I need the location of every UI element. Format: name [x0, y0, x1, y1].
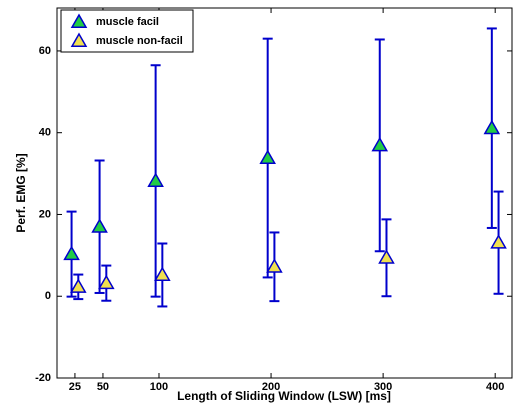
marker: [483, 119, 501, 135]
x-tick-label: 25: [69, 381, 81, 393]
legend-label: muscle non-facil: [96, 35, 183, 47]
y-axis-label: Perf. EMG [%]: [14, 153, 28, 232]
marker: [70, 278, 87, 293]
legend-marker: [70, 32, 88, 47]
marker: [266, 258, 283, 273]
y-tick-label: 20: [39, 208, 51, 220]
x-tick-label: 300: [374, 381, 392, 393]
y-tick-label: 0: [45, 290, 51, 302]
legend-label: muscle facil: [96, 16, 159, 28]
x-axis-label: Length of Sliding Window (LSW) [ms]: [177, 389, 391, 403]
marker: [91, 218, 108, 233]
marker: [63, 245, 80, 261]
x-tick-label: 400: [486, 381, 504, 393]
plot-area: [56, 7, 513, 379]
x-tick-label: 100: [150, 381, 168, 393]
marker: [371, 136, 389, 152]
legend-marker: [70, 13, 88, 28]
marker: [154, 266, 171, 281]
y-tick-label: 60: [39, 45, 51, 57]
y-tick-label: 40: [39, 127, 51, 139]
marker: [98, 274, 115, 290]
marker: [259, 149, 276, 165]
x-tick-label: 200: [262, 381, 280, 393]
marker: [378, 249, 395, 264]
marker: [147, 172, 164, 187]
x-tick-label: 50: [97, 381, 109, 393]
y-tick-label: -20: [35, 372, 51, 384]
marker: [490, 234, 507, 249]
